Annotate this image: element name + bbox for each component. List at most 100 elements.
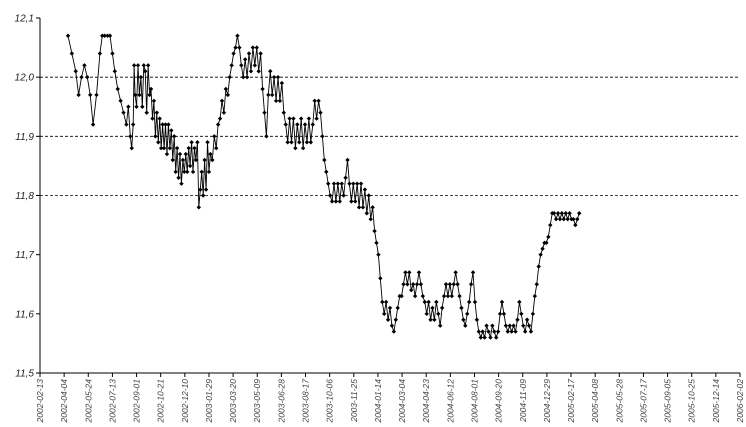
data-point: [561, 216, 566, 222]
data-point: [217, 116, 223, 121]
data-point: [370, 205, 375, 210]
data-point: [403, 270, 408, 275]
data-point: [85, 74, 90, 80]
y-tick-label: 11,9: [15, 132, 34, 143]
data-point: [258, 51, 263, 56]
data-point: [362, 187, 368, 192]
data-point: [160, 122, 165, 127]
data-point: [358, 181, 364, 186]
x-tick-label: 2002-12-10: [180, 379, 190, 424]
data-point: [239, 63, 244, 68]
data-point: [368, 216, 373, 222]
x-tick-label: 2004-12-29: [542, 379, 552, 424]
data-point: [208, 151, 213, 157]
data-point: [163, 122, 168, 127]
data-point: [391, 329, 397, 334]
data-point: [143, 69, 148, 74]
data-point: [559, 211, 565, 216]
data-point: [151, 98, 157, 104]
data-point: [470, 270, 476, 275]
data-point: [337, 199, 342, 204]
data-point: [97, 51, 103, 56]
data-point: [130, 122, 136, 127]
x-tick-label: 2004-06-12: [445, 379, 455, 424]
data-point: [215, 122, 221, 127]
data-point: [237, 45, 242, 50]
data-point: [441, 293, 447, 299]
data-point: [393, 317, 398, 322]
data-point: [436, 311, 441, 317]
data-point: [577, 211, 582, 216]
data-point: [262, 110, 267, 115]
data-point: [463, 323, 468, 328]
data-point: [376, 252, 381, 257]
data-point: [241, 74, 246, 80]
data-point: [316, 98, 321, 104]
data-point: [177, 151, 183, 157]
data-point: [297, 140, 302, 145]
data-point: [414, 282, 420, 287]
data-point: [575, 216, 580, 222]
data-point: [121, 110, 126, 115]
data-point: [563, 211, 568, 216]
data-point: [521, 323, 526, 328]
data-point: [281, 110, 286, 115]
data-point: [170, 157, 175, 163]
data-point: [90, 122, 96, 127]
data-point: [443, 282, 449, 287]
data-point: [73, 69, 78, 74]
data-point: [308, 140, 314, 145]
data-point: [478, 335, 483, 340]
data-point: [553, 216, 559, 222]
data-point: [399, 293, 404, 299]
data-point: [256, 69, 261, 74]
data-point: [144, 110, 149, 115]
x-tick-label: 2005-10-25: [687, 379, 697, 424]
data-point: [468, 282, 474, 287]
data-point: [401, 282, 406, 287]
data-point: [339, 181, 344, 186]
data-point: [105, 33, 110, 38]
data-point: [540, 246, 545, 251]
data-point: [380, 299, 385, 305]
x-tick-label: 2005-05-28: [614, 379, 624, 424]
data-point: [200, 193, 206, 198]
data-point: [360, 205, 366, 210]
data-point: [235, 33, 240, 38]
data-point: [129, 145, 134, 151]
data-point: [203, 187, 209, 192]
data-point: [486, 329, 491, 334]
data-point: [494, 335, 499, 340]
data-point: [185, 169, 190, 175]
data-point: [150, 116, 155, 121]
data-point: [291, 116, 296, 121]
data-point: [383, 299, 389, 305]
data-point: [509, 329, 514, 334]
y-tick-label: 12,1: [15, 14, 34, 25]
x-tick-label: 2002-07-13: [107, 379, 117, 424]
data-point: [555, 211, 561, 216]
data-point: [252, 63, 258, 68]
data-point: [497, 311, 503, 317]
data-point: [495, 329, 501, 334]
data-point: [79, 74, 84, 80]
data-point: [167, 145, 173, 151]
data-point: [557, 216, 563, 222]
x-tick-label: 2002-09-01: [132, 379, 142, 424]
data-point: [395, 305, 400, 311]
data-point: [250, 45, 256, 50]
data-point: [283, 122, 288, 127]
data-point: [147, 92, 152, 98]
data-point: [118, 98, 123, 104]
data-point: [310, 122, 315, 127]
data-point: [492, 329, 497, 334]
data-point: [343, 175, 348, 180]
data-point: [407, 270, 412, 275]
data-point: [233, 45, 238, 50]
x-tick-label: 2003-06-28: [276, 379, 286, 424]
data-point: [157, 116, 162, 121]
data-point: [364, 211, 370, 216]
data-point: [534, 282, 539, 287]
data-point: [124, 122, 129, 127]
